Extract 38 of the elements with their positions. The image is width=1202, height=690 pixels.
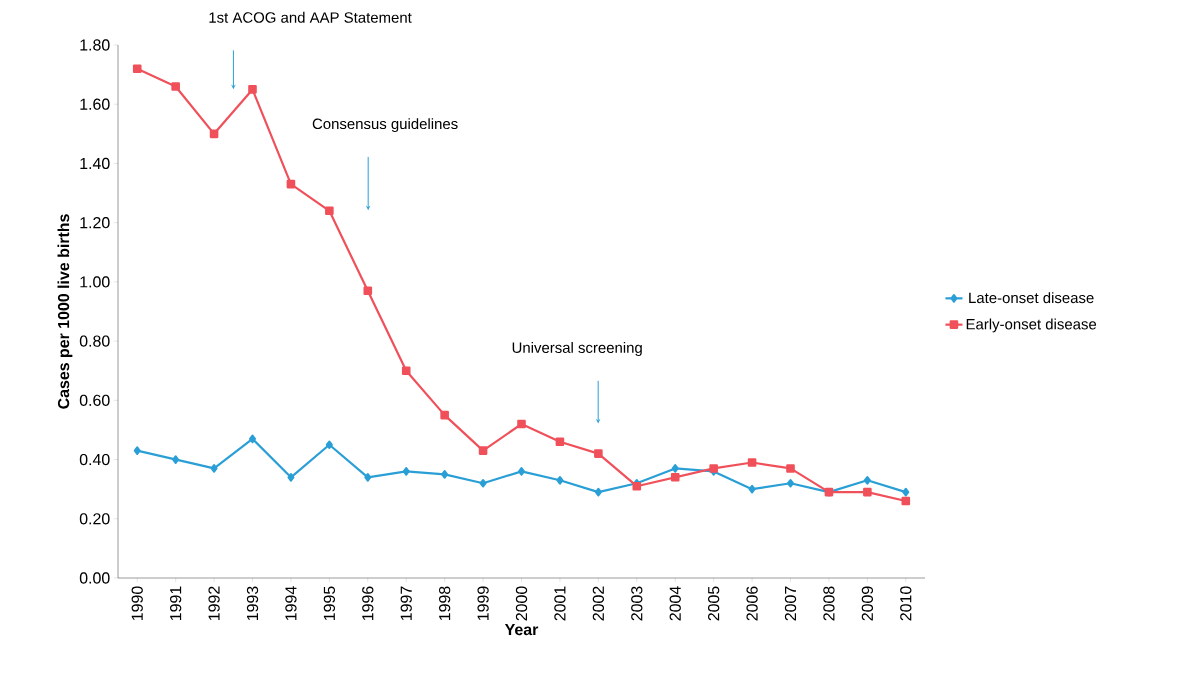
x-tick-label: 2000 [515,586,528,621]
x-tick-label: 2010 [900,586,912,621]
y-tick-label: 1.40 [80,157,110,170]
x-tick-label: 1998 [439,586,451,621]
y-tick-label: 1.80 [80,39,110,51]
legend-label: Late-onset disease [969,292,1094,304]
x-tick-label: 1991 [170,586,182,621]
x-tick-label: 1990 [131,586,143,621]
x-tick-label: 1999 [477,586,489,621]
y-tick-label: 1.20 [80,217,110,229]
x-tick-label: 2006 [746,586,758,621]
x-tick-label: 2003 [631,586,643,621]
x-tick-label: 1996 [362,586,374,621]
x-tick-label: 2002 [592,586,605,621]
x-tick-label: 1994 [285,586,297,621]
y-tick-label: 0.40 [79,453,110,466]
x-tick-label: 1993 [246,586,259,621]
annotation: Consensus guidelines [312,118,458,133]
x-tick-label: 2008 [823,586,835,621]
x-axis-title: Year [504,624,539,636]
y-tick-label: 1.00 [80,276,110,288]
y-axis-title: Cases per 1000 live births [57,214,73,409]
y-tick-label: 0.00 [79,572,110,584]
x-tick-label: 1997 [400,586,412,621]
x-tick-label: 1992 [208,586,220,621]
x-tick-label: 2007 [784,586,797,621]
text: 1st ACOG and AAP Statement [209,11,412,23]
y-tick-label: 0.80 [79,335,110,347]
annotation: Universal screening [512,342,642,356]
x-tick-label: 2004 [669,586,681,621]
y-tick-label: 0.20 [79,513,110,525]
y-tick-label: 1.60 [80,98,110,110]
legend-label: Early-onset disease [966,318,1097,333]
x-tick-label: 2001 [554,586,566,621]
x-tick-label: 1995 [323,586,335,621]
x-tick-label: 2009 [861,586,874,621]
y-tick-label: 0.60 [79,394,110,406]
x-tick-label: 2005 [708,586,720,621]
